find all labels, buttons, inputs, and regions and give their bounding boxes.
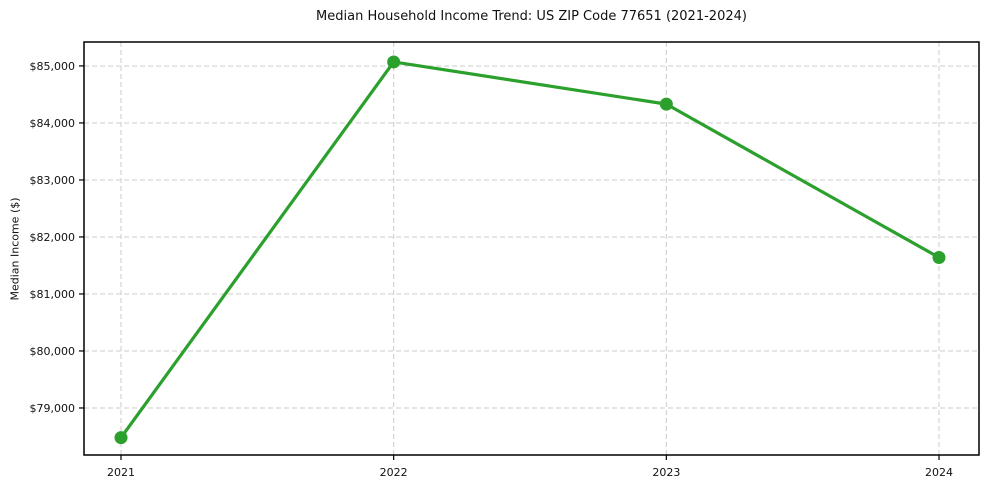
y-tick-label: $80,000 bbox=[30, 345, 76, 358]
data-point-2021 bbox=[114, 431, 128, 445]
y-axis-label: Median Income ($) bbox=[8, 197, 22, 301]
x-tick-label: 2023 bbox=[652, 466, 680, 479]
x-tick-label: 2024 bbox=[925, 466, 953, 479]
y-tick-label: $81,000 bbox=[30, 288, 76, 301]
plot-frame bbox=[83, 41, 980, 456]
data-point-2023 bbox=[659, 97, 673, 111]
trend-line bbox=[119, 60, 941, 440]
y-tick-label: $82,000 bbox=[30, 231, 76, 244]
y-tick-label: $84,000 bbox=[30, 117, 76, 130]
y-tick-label: $79,000 bbox=[30, 402, 76, 415]
y-tick-label: $83,000 bbox=[30, 174, 76, 187]
x-tick-label: 2022 bbox=[380, 466, 408, 479]
chart-title: Median Household Income Trend: US ZIP Co… bbox=[316, 9, 747, 24]
data-point-2022 bbox=[387, 55, 401, 69]
data-point-2024 bbox=[932, 250, 946, 264]
x-tick-label: 2021 bbox=[107, 466, 135, 479]
y-tick-label: $85,000 bbox=[30, 60, 76, 73]
